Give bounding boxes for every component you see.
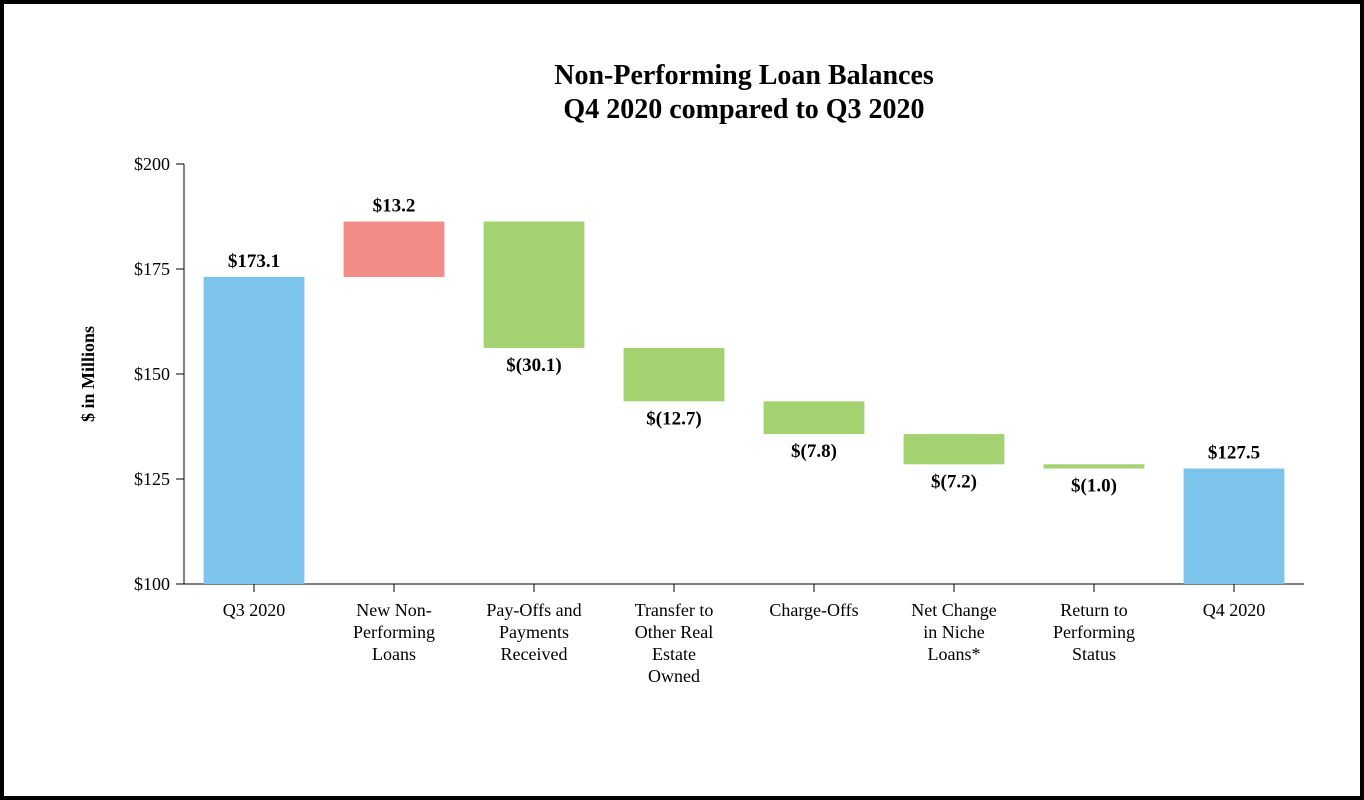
category-label: Q3 2020 [223,600,286,620]
waterfall-bar [764,401,865,434]
bar-value-label: $(7.8) [791,441,837,462]
y-tick-label: $100 [134,574,170,594]
category-label: Net Change [911,600,996,620]
category-label: Loans* [928,644,981,664]
bar-value-label: $(7.2) [931,471,977,492]
bar-value-label: $(30.1) [506,355,561,376]
category-label: in Niche [923,622,984,642]
category-label: Charge-Offs [769,600,858,620]
category-label: Transfer to [635,600,714,620]
waterfall-bar [904,434,1005,464]
y-axis-label: $ in Millions [78,326,98,422]
waterfall-bar [204,277,305,584]
waterfall-bar [344,222,445,277]
bar-value-label: $(1.0) [1071,476,1117,497]
y-tick-label: $200 [134,154,170,174]
y-tick-label: $175 [134,259,170,279]
category-label: Pay-Offs and [486,600,581,620]
category-label: Performing [353,622,435,642]
waterfall-bar [1044,464,1145,468]
category-label: Q4 2020 [1203,600,1266,620]
category-label: Payments [499,622,569,642]
category-label: Performing [1053,622,1135,642]
chart-title-line2: Q4 2020 compared to Q3 2020 [563,94,924,125]
bar-value-label: $(12.7) [646,408,701,429]
waterfall-bar [1184,469,1285,585]
chart-frame: Non-Performing Loan BalancesQ4 2020 comp… [0,0,1364,800]
y-tick-label: $150 [134,364,170,384]
waterfall-chart: Non-Performing Loan BalancesQ4 2020 comp… [4,4,1360,796]
category-label: Loans [372,644,416,664]
category-label: Status [1072,644,1116,664]
y-tick-label: $125 [134,469,170,489]
chart-title-line1: Non-Performing Loan Balances [554,60,934,91]
waterfall-bar [484,222,585,348]
waterfall-bar [624,348,725,401]
category-label: Other Real [635,622,713,642]
category-label: Estate [652,644,696,664]
bar-value-label: $127.5 [1208,443,1260,464]
category-label: Return to [1060,600,1128,620]
category-label: Owned [648,666,700,686]
bar-value-label: $173.1 [228,251,280,272]
category-label: New Non- [356,600,431,620]
bar-value-label: $13.2 [373,196,416,217]
category-label: Received [501,644,568,664]
